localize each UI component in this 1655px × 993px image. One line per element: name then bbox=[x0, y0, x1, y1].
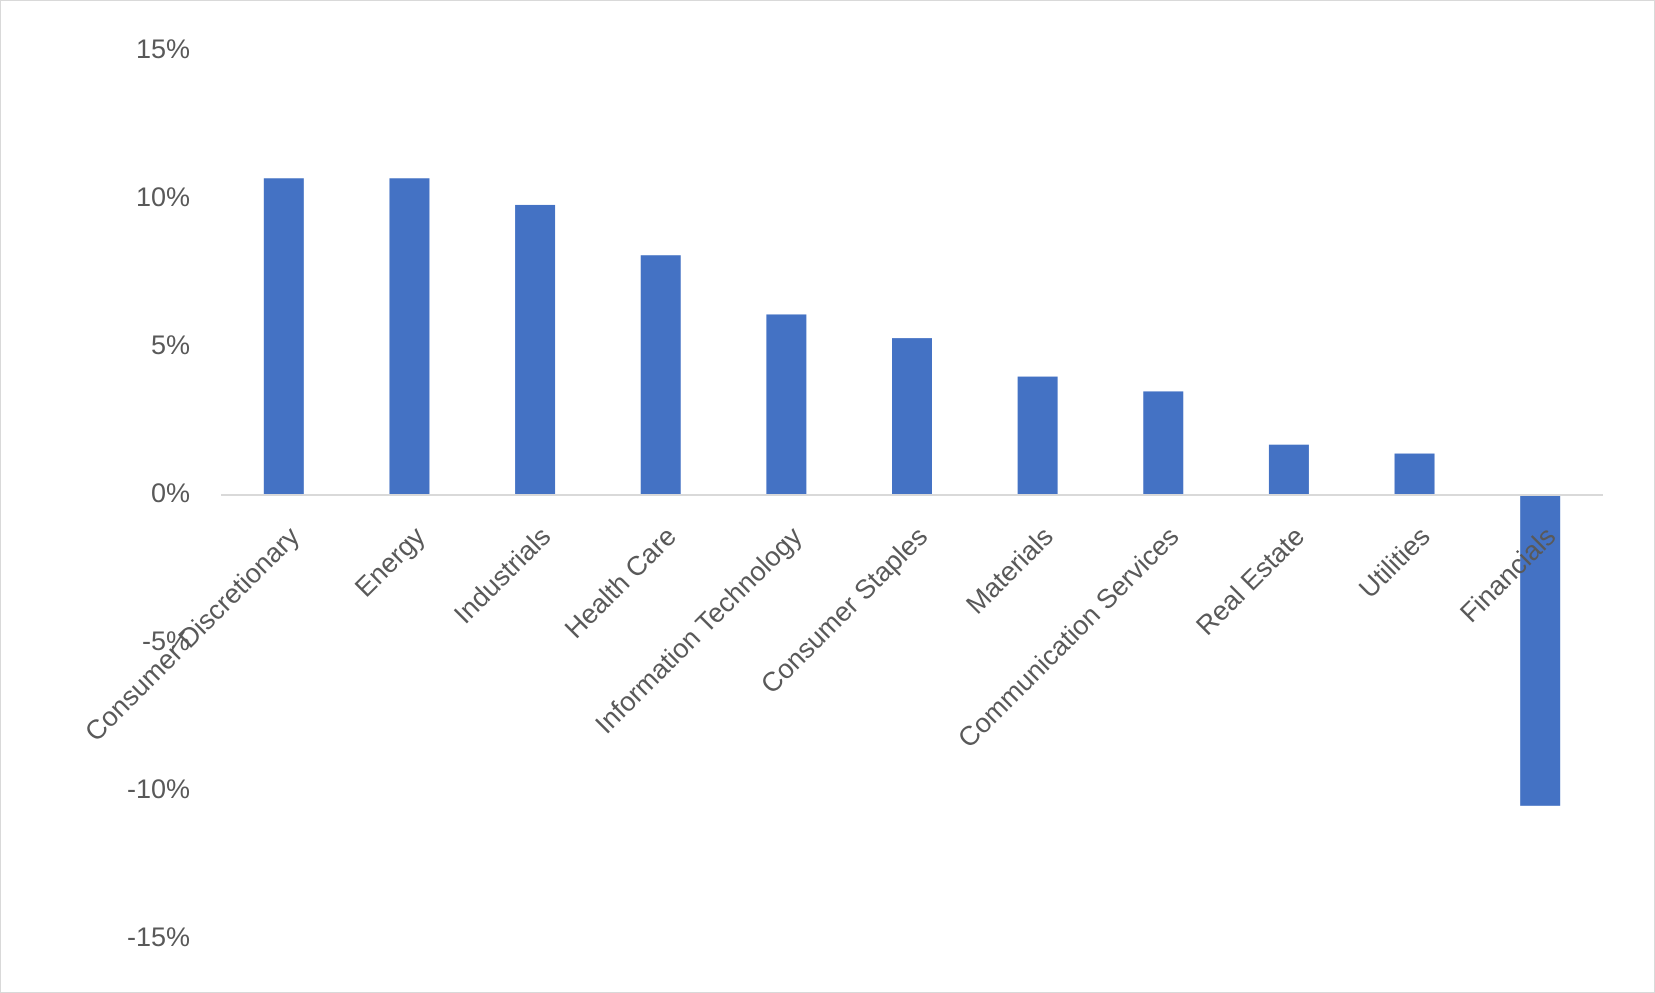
bar bbox=[389, 178, 430, 495]
y-tick-label: 5% bbox=[151, 330, 190, 360]
y-tick-label: 10% bbox=[136, 182, 190, 212]
y-tick-label: -5% bbox=[142, 626, 190, 656]
bar bbox=[892, 338, 932, 495]
y-tick-label: 15% bbox=[136, 34, 190, 64]
bar bbox=[766, 314, 807, 495]
bar bbox=[640, 255, 681, 495]
y-tick-label: -10% bbox=[127, 774, 190, 804]
bar bbox=[1520, 495, 1561, 806]
y-tick-label: -15% bbox=[127, 922, 190, 952]
bar bbox=[1143, 391, 1184, 495]
bar bbox=[1268, 444, 1309, 495]
y-tick-label: 0% bbox=[151, 478, 190, 508]
bar bbox=[263, 178, 304, 495]
bar bbox=[1394, 453, 1435, 495]
bar bbox=[515, 204, 556, 496]
bar bbox=[1017, 376, 1058, 495]
